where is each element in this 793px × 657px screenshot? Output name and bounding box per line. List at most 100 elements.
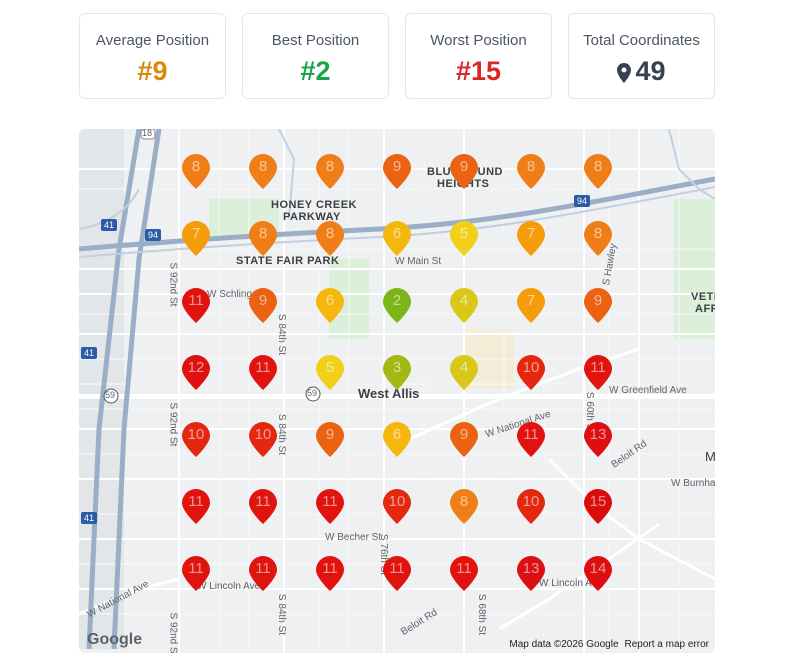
rank-marker[interactable]: 8 [247, 219, 279, 257]
rank-marker-value: 7 [526, 225, 536, 242]
rank-marker[interactable]: 8 [515, 152, 547, 190]
map-view[interactable]: 18 41 94 94 41 41 59 59 HONEY CREEK PARK… [79, 129, 715, 653]
rank-marker[interactable]: 10 [247, 420, 279, 458]
rank-marker[interactable]: 11 [448, 554, 480, 592]
rank-marker-value: 5 [459, 225, 469, 242]
rank-marker[interactable]: 8 [314, 219, 346, 257]
rank-marker[interactable]: 11 [314, 487, 346, 525]
rank-marker-value: 9 [459, 426, 469, 443]
hwy59-label: 59 [105, 390, 116, 400]
rank-marker[interactable]: 9 [247, 286, 279, 324]
west-allis-label: West Allis [358, 386, 420, 401]
rank-marker[interactable]: 11 [314, 554, 346, 592]
rank-marker[interactable]: 11 [180, 286, 212, 324]
rank-marker[interactable]: 4 [448, 286, 480, 324]
hwy94-label: 94 [148, 230, 159, 240]
affairs-label: AFFA [695, 303, 715, 315]
map-attribution: Map data ©2026 Google Report a map error [503, 639, 709, 650]
rank-marker[interactable]: 6 [314, 286, 346, 324]
rank-marker-value: 11 [255, 493, 271, 510]
best-position-label: Best Position [271, 32, 360, 49]
rank-marker[interactable]: 7 [515, 286, 547, 324]
rank-marker[interactable]: 6 [381, 219, 413, 257]
rank-marker[interactable]: 7 [180, 219, 212, 257]
rank-marker[interactable]: 12 [180, 353, 212, 391]
rank-marker[interactable]: 11 [180, 554, 212, 592]
rank-marker[interactable]: 10 [515, 353, 547, 391]
rank-marker[interactable]: 8 [582, 219, 614, 257]
rank-marker-value: 10 [522, 493, 540, 510]
rank-marker[interactable]: 14 [582, 554, 614, 592]
report-map-error-link[interactable]: Report a map error [624, 639, 709, 650]
total-coordinates-value-wrap: 49 [569, 57, 714, 85]
best-position-card: Best Position #2 [242, 13, 389, 99]
main-st-label: W Main St [395, 256, 442, 267]
rank-marker[interactable]: 10 [180, 420, 212, 458]
rank-marker[interactable]: 11 [582, 353, 614, 391]
rank-marker[interactable]: 13 [582, 420, 614, 458]
rank-marker[interactable]: 8 [180, 152, 212, 190]
rank-marker-value: 6 [392, 426, 402, 443]
rank-marker-value: 11 [590, 359, 606, 376]
rank-marker[interactable]: 9 [381, 152, 413, 190]
rank-marker-value: 4 [459, 292, 469, 309]
rank-marker-value: 8 [258, 158, 268, 175]
rank-marker[interactable]: 10 [515, 487, 547, 525]
rank-marker[interactable]: 9 [448, 420, 480, 458]
rank-marker[interactable]: 9 [314, 420, 346, 458]
rank-marker[interactable]: 11 [381, 554, 413, 592]
rank-marker[interactable]: 11 [247, 487, 279, 525]
rank-marker[interactable]: 3 [381, 353, 413, 391]
average-position-card: Average Position #9 [79, 13, 226, 99]
map-data-text[interactable]: Map data ©2026 Google [509, 639, 619, 650]
rank-marker-value: 11 [188, 493, 204, 510]
becher-label: W Becher St [325, 532, 382, 543]
rank-marker[interactable]: 2 [381, 286, 413, 324]
honey-creek-label: HONEY CREEK [271, 199, 357, 211]
rank-marker[interactable]: 11 [515, 420, 547, 458]
rank-marker[interactable]: 9 [448, 152, 480, 190]
rank-marker-value: 11 [188, 292, 204, 309]
hwy41-far-south-label: 41 [84, 513, 95, 523]
rank-marker[interactable]: 11 [180, 487, 212, 525]
rank-marker[interactable]: 4 [448, 353, 480, 391]
map-pin-icon [617, 62, 632, 83]
st84-far-south-label: S 84th St [276, 593, 288, 636]
schlinger-label: W Schlinger [207, 289, 261, 300]
average-position-value: #9 [137, 56, 168, 86]
rank-marker[interactable]: 15 [582, 487, 614, 525]
rank-marker[interactable]: 7 [515, 219, 547, 257]
rank-marker[interactable]: 11 [247, 554, 279, 592]
rank-marker[interactable]: 6 [381, 420, 413, 458]
hwy41-south-label: 41 [84, 348, 95, 358]
rank-marker[interactable]: 11 [247, 353, 279, 391]
hwy59-east-label: 59 [307, 388, 318, 398]
rank-marker-value: 13 [589, 426, 607, 443]
rank-marker-value: 3 [392, 359, 402, 376]
rank-marker[interactable]: 5 [448, 219, 480, 257]
rank-marker[interactable]: 8 [247, 152, 279, 190]
rank-marker-value: 8 [258, 225, 268, 242]
greenfield-label: W Greenfield Ave [609, 385, 687, 396]
st92-south-label: S 92nd St [167, 402, 179, 447]
average-position-label: Average Position [95, 32, 210, 49]
rank-marker[interactable]: 8 [582, 152, 614, 190]
rank-marker[interactable]: 5 [314, 353, 346, 391]
rank-marker[interactable]: 8 [314, 152, 346, 190]
lincoln-east-label: W Lincoln Ave [539, 578, 603, 589]
rank-marker-value: 2 [392, 292, 402, 309]
rank-marker[interactable]: 8 [448, 487, 480, 525]
rank-marker-value: 11 [523, 426, 539, 443]
total-coordinates-value: 49 [635, 56, 666, 86]
rank-marker[interactable]: 10 [381, 487, 413, 525]
rank-marker-value: 8 [325, 158, 335, 175]
rank-marker-value: 7 [191, 225, 201, 242]
worst-position-value: #15 [455, 56, 502, 86]
rank-marker[interactable]: 9 [582, 286, 614, 324]
rank-marker-value: 8 [526, 158, 536, 175]
rank-marker-value: 10 [522, 359, 540, 376]
rank-marker-value: 9 [392, 158, 402, 175]
rank-marker[interactable]: 13 [515, 554, 547, 592]
rank-marker-value: 11 [255, 359, 271, 376]
st92-far-south-label: S 92nd St [167, 612, 179, 653]
